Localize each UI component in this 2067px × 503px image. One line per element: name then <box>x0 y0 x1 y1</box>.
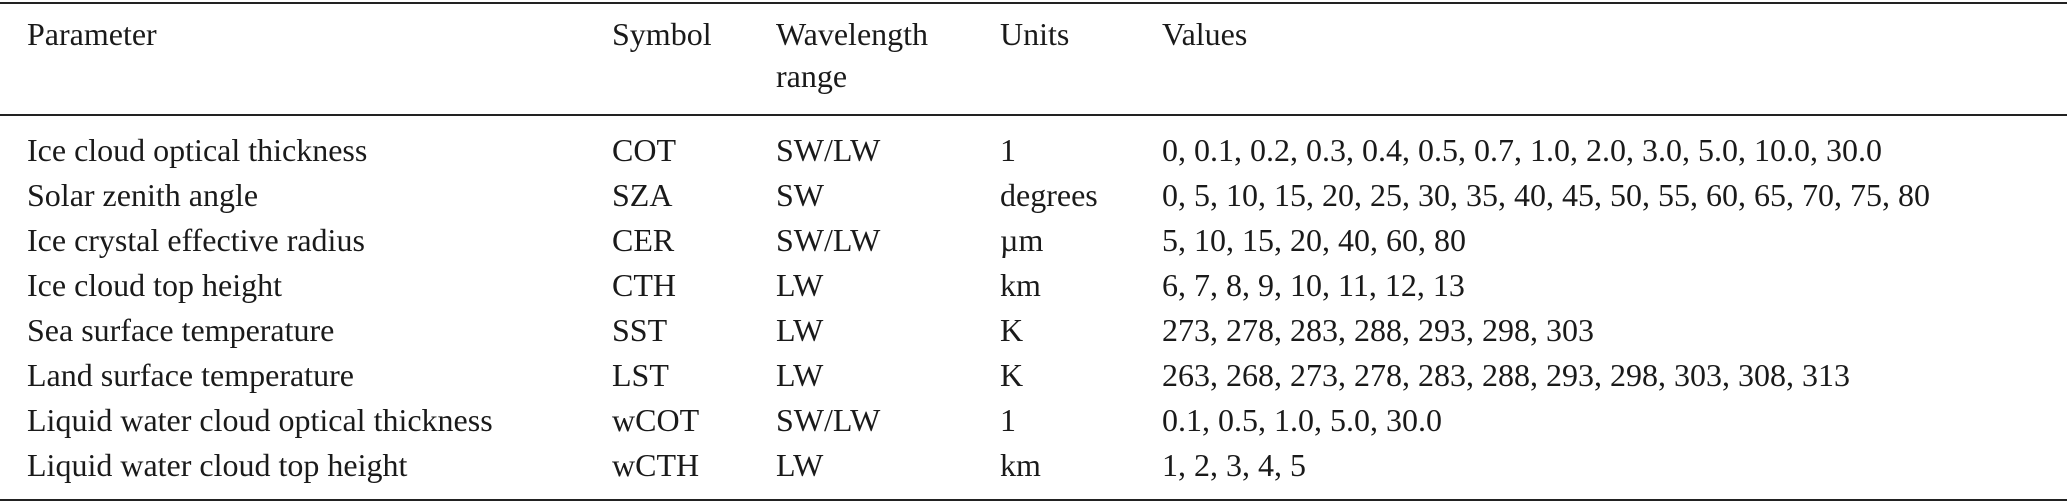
cell-units: 1 <box>1000 402 1016 438</box>
cell-symbol: SZA <box>612 177 673 213</box>
table-top-rule <box>0 2 2067 4</box>
cell-parameter: Liquid water cloud optical thickness <box>27 402 493 438</box>
cell-units: µm <box>1000 222 1044 258</box>
header-separator-rule <box>0 114 2067 116</box>
cell-units: K <box>1000 312 1024 348</box>
header-values: Values <box>1162 16 1248 52</box>
cell-values: 273, 278, 283, 288, 293, 298, 303 <box>1162 312 1594 348</box>
cell-parameter: Ice cloud optical thickness <box>27 132 368 168</box>
cell-symbol: wCTH <box>612 447 700 483</box>
cell-units: km <box>1000 267 1041 303</box>
header-symbol: Symbol <box>612 16 712 52</box>
cell-parameter: Land surface temperature <box>27 357 354 393</box>
cell-wavelength: SW/LW <box>776 132 881 168</box>
cell-values: 0, 5, 10, 15, 20, 25, 30, 35, 40, 45, 50… <box>1162 177 1930 213</box>
cell-wavelength: LW <box>776 357 824 393</box>
cell-parameter: Liquid water cloud top height <box>27 447 408 483</box>
cell-values: 6, 7, 8, 9, 10, 11, 12, 13 <box>1162 267 1465 303</box>
cell-units: km <box>1000 447 1041 483</box>
cell-symbol: CTH <box>612 267 676 303</box>
cell-symbol: LST <box>612 357 669 393</box>
cell-wavelength: SW/LW <box>776 402 881 438</box>
header-wavelength-line1: Wavelength <box>776 16 929 52</box>
cell-values: 263, 268, 273, 278, 283, 288, 293, 298, … <box>1162 357 1850 393</box>
cell-parameter: Ice cloud top height <box>27 267 283 303</box>
cell-units: degrees <box>1000 177 1098 213</box>
cell-values: 0, 0.1, 0.2, 0.3, 0.4, 0.5, 0.7, 1.0, 2.… <box>1162 132 1882 168</box>
cell-symbol: wCOT <box>612 402 700 438</box>
header-parameter: Parameter <box>27 16 157 52</box>
cell-wavelength: SW <box>776 177 824 213</box>
cell-parameter: Ice crystal effective radius <box>27 222 365 258</box>
cell-symbol: COT <box>612 132 676 168</box>
cell-symbol: SST <box>612 312 668 348</box>
cell-values: 1, 2, 3, 4, 5 <box>1162 447 1306 483</box>
header-units: Units <box>1000 16 1070 52</box>
cell-wavelength: SW/LW <box>776 222 881 258</box>
cell-parameter: Sea surface temperature <box>27 312 335 348</box>
cell-units: K <box>1000 357 1024 393</box>
cell-wavelength: LW <box>776 312 824 348</box>
cell-values: 5, 10, 15, 20, 40, 60, 80 <box>1162 222 1466 258</box>
cell-wavelength: LW <box>776 447 824 483</box>
cell-parameter: Solar zenith angle <box>27 177 259 213</box>
cell-symbol: CER <box>612 222 675 258</box>
cell-units: 1 <box>1000 132 1016 168</box>
cell-wavelength: LW <box>776 267 824 303</box>
table-bottom-rule <box>0 499 2067 501</box>
header-wavelength-line2: range <box>776 58 848 94</box>
cell-values: 0.1, 0.5, 1.0, 5.0, 30.0 <box>1162 402 1442 438</box>
